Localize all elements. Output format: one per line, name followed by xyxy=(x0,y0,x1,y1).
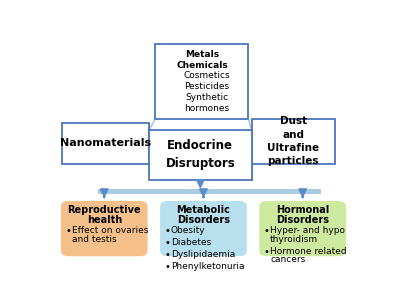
FancyBboxPatch shape xyxy=(252,119,335,164)
Text: Disorders: Disorders xyxy=(276,214,329,224)
Text: Metabolic: Metabolic xyxy=(176,205,230,215)
Text: and testis: and testis xyxy=(72,235,116,244)
Text: Hormone related: Hormone related xyxy=(270,247,347,256)
Text: Obesity: Obesity xyxy=(171,226,206,235)
Text: Disorders: Disorders xyxy=(177,214,230,224)
Text: health: health xyxy=(87,214,122,224)
Text: •: • xyxy=(264,226,270,236)
Text: Cosmetics: Cosmetics xyxy=(183,71,230,81)
Text: Endocrine
Disruptors: Endocrine Disruptors xyxy=(166,139,235,170)
Text: Reproductive: Reproductive xyxy=(68,205,141,215)
Text: thyroidism: thyroidism xyxy=(270,235,318,244)
Text: cancers: cancers xyxy=(270,255,305,264)
FancyBboxPatch shape xyxy=(61,201,148,256)
Text: Metals: Metals xyxy=(185,50,219,59)
FancyBboxPatch shape xyxy=(149,130,252,180)
Text: Dyslipidaemia: Dyslipidaemia xyxy=(171,250,235,259)
FancyBboxPatch shape xyxy=(62,123,149,164)
Text: Hyper- and hypo: Hyper- and hypo xyxy=(270,226,345,235)
Text: Effect on ovaries: Effect on ovaries xyxy=(72,226,148,235)
Text: •: • xyxy=(165,262,170,272)
Text: Chemicals: Chemicals xyxy=(176,61,228,70)
Text: hormones: hormones xyxy=(184,104,229,113)
Text: Synthetic: Synthetic xyxy=(185,93,228,102)
Text: •: • xyxy=(165,250,170,260)
Text: •: • xyxy=(264,247,270,257)
Text: •: • xyxy=(165,226,170,236)
FancyBboxPatch shape xyxy=(155,44,248,119)
Text: Hormonal: Hormonal xyxy=(276,205,329,215)
Bar xyxy=(98,189,321,194)
Text: Phenylketonuria: Phenylketonuria xyxy=(171,262,244,271)
Text: •: • xyxy=(165,238,170,248)
FancyBboxPatch shape xyxy=(160,201,247,256)
Text: Dust
and
Ultrafine
particles: Dust and Ultrafine particles xyxy=(267,116,320,166)
Text: Pesticides: Pesticides xyxy=(184,82,229,91)
Text: •: • xyxy=(66,226,71,236)
FancyBboxPatch shape xyxy=(259,201,346,256)
Text: Nanomaterials: Nanomaterials xyxy=(60,139,151,149)
Text: Diabetes: Diabetes xyxy=(171,238,211,247)
